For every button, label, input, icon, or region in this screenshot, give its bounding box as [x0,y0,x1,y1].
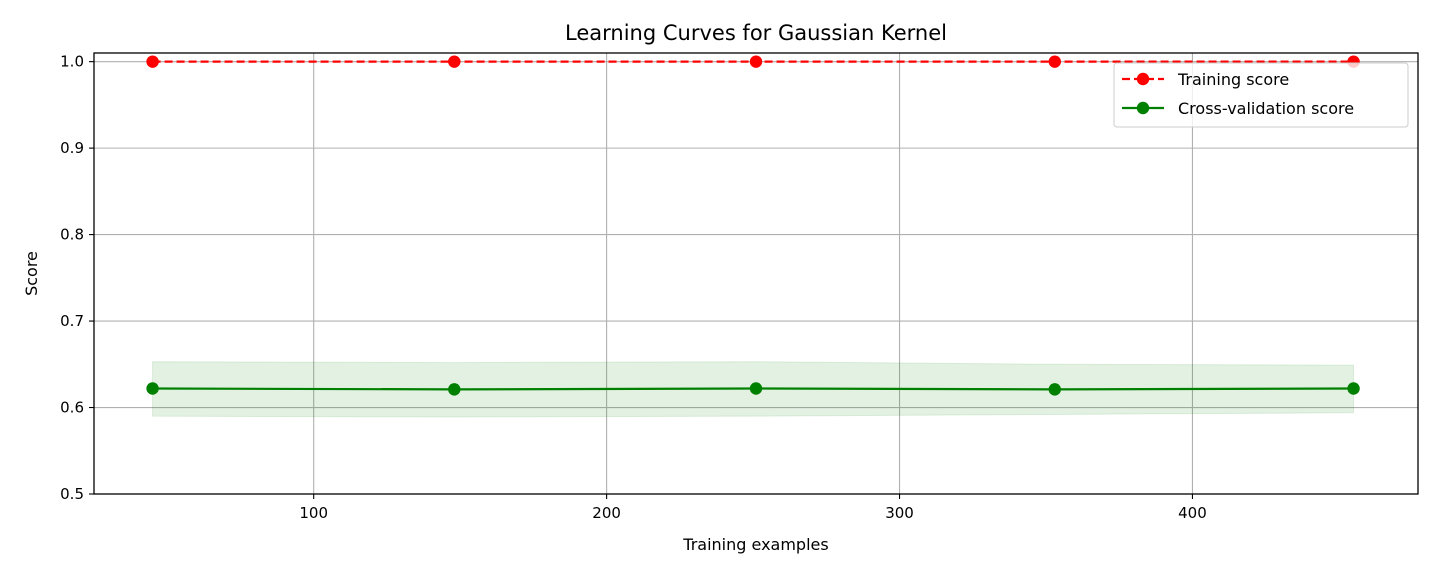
legend-box [1113,62,1409,128]
x-tick-label: 400 [1178,504,1207,522]
legend: Training score Cross-validation score [1113,62,1409,128]
legend-label-0: Training score [1177,70,1289,89]
y-axis-title: Score [22,251,41,296]
x-tick-label: 300 [885,504,914,522]
chart-title: Learning Curves for Gaussian Kernel [565,21,947,45]
x-tick-label: 100 [299,504,328,522]
y-tick-label: 0.9 [60,139,84,157]
series-0-point [146,55,159,68]
x-axis-title: Training examples [682,535,828,554]
series-1-point [749,382,763,395]
y-tick-label: 0.7 [60,312,84,330]
y-tick-label: 0.6 [60,399,84,417]
legend-marker-1 [1136,101,1150,115]
y-tick-label: 1.0 [60,53,84,71]
legend-items: Training score Cross-validation score [1122,70,1354,118]
y-tick-label: 0.5 [60,485,84,503]
series-1-point [448,383,461,396]
legend-label-1: Cross-validation score [1178,99,1354,118]
series-0-point [1048,55,1061,68]
y-tick-label: 0.8 [60,226,84,244]
series-1-point [1347,382,1360,395]
legend-marker-0 [1136,72,1150,86]
series-1-point [1048,383,1061,396]
series-0-point [749,55,763,68]
plot-frame [93,52,1419,495]
series-1-point [146,382,159,395]
x-tick-label: 200 [592,504,621,522]
series-0-point [448,55,461,68]
tick-layer: 100 200 300 400 0.5 0.6 0.7 0.8 0.9 1.0 [60,53,1207,522]
